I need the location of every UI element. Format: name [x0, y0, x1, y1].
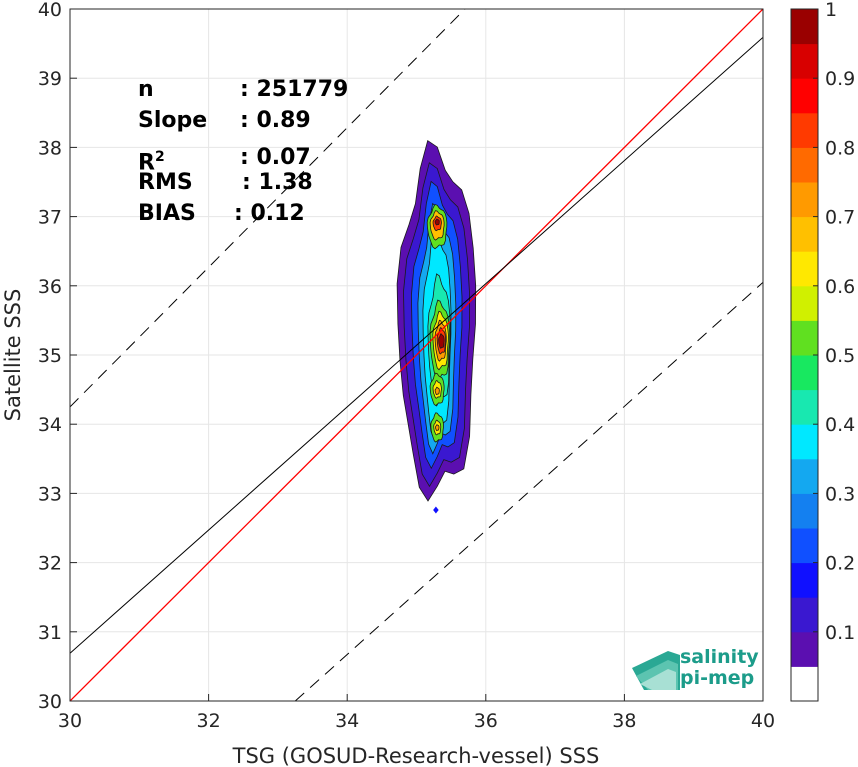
x-axis-ticks: 30 32 34 36 38 40: [58, 694, 775, 732]
colorbar-tick-label: 0.5: [825, 345, 855, 367]
y-tick-label: 35: [38, 345, 62, 367]
x-tick-label: 36: [474, 710, 498, 732]
colorbar-tick-label: 0.1: [825, 622, 855, 644]
colorbar-swatch: [791, 43, 818, 79]
regression-line: [70, 36, 763, 654]
colorbar-swatch: [791, 147, 818, 183]
stat-rms-value: : 1.38: [242, 170, 313, 195]
one_to_one-line: [70, 9, 763, 701]
x-tick-label: 30: [58, 710, 82, 732]
stat-rms-label: RMS: [138, 170, 193, 195]
upper_bound-line: [70, 9, 466, 408]
colorbar-swatch: [791, 631, 818, 667]
y-tick-label: 32: [38, 553, 62, 575]
density-contours: [396, 139, 477, 514]
colorbar-swatch: [791, 562, 818, 598]
colorbar: [790, 8, 819, 702]
colorbar-tick-label: 0.2: [825, 553, 855, 575]
y-tick-label: 31: [38, 622, 62, 644]
colorbar-tick-label: 0.4: [825, 414, 855, 436]
colorbar-swatch: [791, 424, 818, 460]
colorbar-swatch: [791, 389, 818, 425]
y-tick-label: 37: [38, 207, 62, 229]
y-axis-label: Satellite SSS: [1, 289, 25, 422]
stat-slope-value: : 0.89: [240, 108, 311, 133]
x-tick-label: 32: [197, 710, 221, 732]
y-tick-label: 38: [38, 137, 62, 159]
y-tick-label: 30: [38, 691, 62, 713]
y-tick-label: 33: [38, 483, 62, 505]
colorbar-swatch: [791, 78, 818, 114]
colorbar-swatch: [791, 493, 818, 529]
colorbar-swatch: [791, 320, 818, 356]
stat-r2-superscript: 2: [154, 149, 165, 165]
x-tick-label: 34: [335, 710, 359, 732]
stat-bias-value: : 0.12: [234, 201, 305, 226]
contour-lower-6: [435, 424, 440, 432]
logo-text-pi-mep: pi-mep: [680, 667, 755, 689]
y-tick-label: 39: [38, 68, 62, 90]
outlier-point: [433, 506, 439, 514]
colorbar-swatch: [791, 528, 818, 564]
colorbar-swatch: [791, 597, 818, 633]
reference-lines: [70, 9, 763, 701]
stat-bias-label: BIAS: [138, 201, 196, 226]
contour-peak-5: [438, 333, 445, 349]
colorbar-swatch: [791, 251, 818, 287]
colorbar-tick-label: 1: [825, 0, 837, 21]
y-tick-label: 34: [38, 414, 62, 436]
colorbar-tick-label: 0.3: [825, 483, 855, 505]
salinity-logo-icon: [632, 651, 680, 690]
colorbar-swatch: [791, 355, 818, 391]
colorbar-swatch: [791, 666, 818, 702]
colorbar-swatch: [791, 285, 818, 321]
stat-r2-label: R2: [138, 149, 165, 176]
x-tick-label: 38: [612, 710, 636, 732]
y-tick-label: 36: [38, 276, 62, 298]
stat-n-value: : 251779: [240, 77, 349, 102]
contour-lower-3: [434, 386, 440, 396]
y-tick-label: 40: [38, 0, 62, 21]
contour-upper-4: [434, 218, 440, 226]
colorbar-ticks: 0.1 0.2 0.3 0.4 0.5 0.6 0.7 0.8 0.9 1: [813, 0, 855, 644]
stat-slope-label: Slope: [138, 108, 208, 133]
colorbar-swatch: [791, 458, 818, 494]
salinity-pi-mep-logo: salinity pi-mep: [630, 642, 760, 692]
y-axis-ticks: 30 31 32 33 34 35 36 37 38 39 40: [38, 0, 77, 713]
logo-text-salinity: salinity: [680, 646, 759, 668]
colorbar-swatch: [791, 182, 818, 218]
colorbar-swatch: [791, 9, 818, 45]
colorbar-tick-label: 0.8: [825, 137, 855, 159]
colorbar-tick-label: 0.9: [825, 68, 855, 90]
stat-r2-value: : 0.07: [240, 145, 311, 170]
stat-n-label: n: [138, 77, 154, 102]
colorbar-tick-label: 0.6: [825, 276, 855, 298]
colorbar-swatch: [791, 216, 818, 252]
colorbar-swatch: [791, 112, 818, 148]
colorbar-tick-label: 0.7: [825, 207, 855, 229]
x-tick-label: 40: [751, 710, 775, 732]
x-axis-label: TSG (GOSUD-Research-vessel) SSS: [232, 744, 600, 767]
lower_bound-line: [294, 281, 763, 701]
